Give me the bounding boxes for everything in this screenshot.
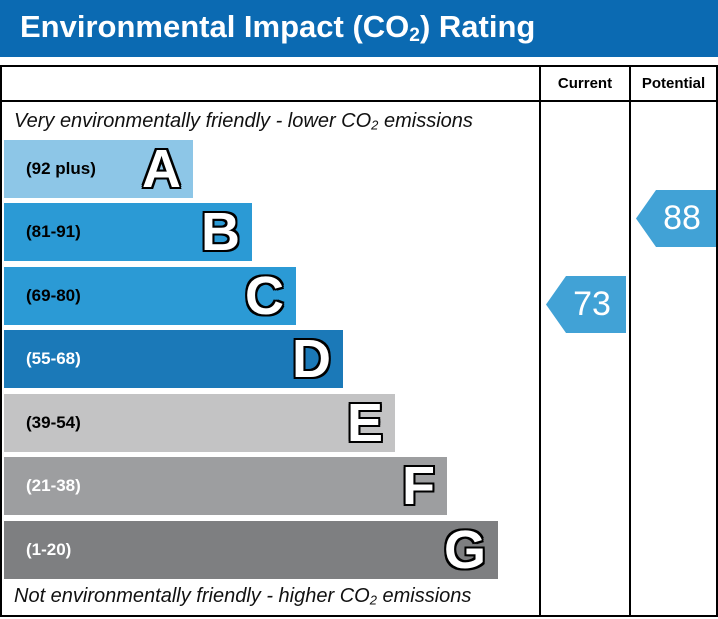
current-column-header: Current [557,75,613,92]
band-a: (92 plus) A [4,140,193,198]
band-c-range: (69-80) [26,286,81,305]
band-d: (55-68) D [4,330,343,388]
current-rating-value: 73 [573,285,611,323]
bottom-note-subscript: 2 [369,592,377,608]
band-f-letter: F [402,456,435,516]
band-g-range: (1-20) [26,540,72,559]
band-c: (69-80) C [4,267,296,325]
bottom-note-text: Not environmentally friendly - higher CO [14,585,370,607]
table-header-row: Current Potential [2,67,716,102]
band-g: (1-20) G [4,521,498,579]
band-b-letter: B [201,202,240,262]
band-f: (21-38) F [4,457,447,515]
band-e: (39-54) E [4,394,395,452]
band-a-range: (92 plus) [26,159,96,178]
band-g-letter: G [443,520,486,580]
chart-title-subscript: 2 [409,25,420,47]
band-b-range: (81-91) [26,222,81,241]
bottom-note-text-end: emissions [376,585,472,607]
current-column-divider [539,67,541,615]
chart-title-text: Environmental Impact (CO [20,9,410,45]
current-rating-arrow: 73 [546,276,626,333]
chart-title-text-end: ) Rating [419,9,536,45]
potential-rating-arrow: 88 [636,190,716,247]
band-e-letter: E [346,393,383,453]
band-a-letter: A [142,139,181,199]
band-f-range: (21-38) [26,476,81,495]
top-note-text-end: emissions [378,110,473,132]
top-note: Very environmentally friendly - lower CO… [14,108,473,139]
band-d-range: (55-68) [26,349,81,368]
band-c-letter: C [245,266,284,326]
potential-column-header: Potential [641,75,706,92]
rating-table: Current Potential Very environmentally f… [0,65,718,617]
band-d-letter: D [292,329,331,389]
top-note-subscript: 2 [371,117,379,133]
chart-title-bar: Environmental Impact (CO2) Rating [0,0,718,57]
band-b: (81-91) B [4,203,252,261]
potential-rating-value: 88 [663,199,701,237]
potential-column-divider [629,67,631,615]
top-note-text: Very environmentally friendly - lower CO [14,110,372,132]
band-e-range: (39-54) [26,413,81,432]
chart-title: Environmental Impact (CO2) Rating [20,9,535,47]
bottom-note: Not environmentally friendly - higher CO… [14,583,471,614]
